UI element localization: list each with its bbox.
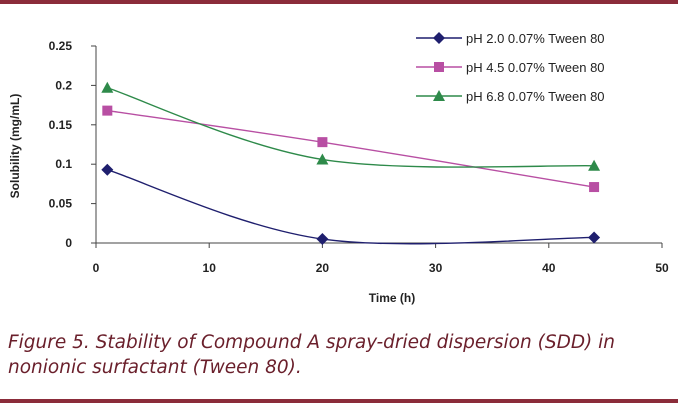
y-tick-label: 0.05: [49, 197, 73, 211]
data-point-triangle: [316, 153, 329, 165]
x-axis-title: Time (h): [369, 291, 415, 305]
legend-marker-square: [434, 62, 444, 72]
legend: pH 2.0 0.07% Tween 80 pH 4.5 0.07% Tween …: [416, 31, 605, 104]
x-tick-label: 50: [655, 261, 669, 275]
legend-label: pH 4.5 0.07% Tween 80: [466, 60, 605, 75]
data-point-diamond: [588, 231, 601, 244]
top-rule: [0, 0, 678, 4]
y-tick-labels: 0 0.05 0.1 0.15 0.2 0.25: [49, 39, 73, 250]
y-tick-label: 0.1: [55, 157, 72, 171]
series-line-diamond: [107, 169, 595, 245]
y-tick-label: 0: [65, 236, 72, 250]
data-point-triangle: [101, 81, 114, 93]
series-lines: [107, 87, 595, 245]
x-tick-label: 30: [429, 261, 443, 275]
data-point-triangle: [588, 159, 601, 171]
solubility-chart: 0 0.05 0.1 0.15 0.2 0.25 0 10 20 30 40 50 Time (h)…: [8, 31, 669, 305]
data-point-square: [102, 105, 113, 116]
legend-label: pH 2.0 0.07% Tween 80: [466, 31, 605, 46]
data-point-diamond: [316, 233, 329, 246]
x-tick-labels: 0 10 20 30 40 50: [93, 261, 669, 275]
axes: [91, 45, 663, 248]
y-axis-title: Solubility (mg/mL): [8, 94, 22, 199]
y-tick-label: 0.2: [55, 78, 72, 92]
y-tick-label: 0.15: [49, 118, 73, 132]
legend-marker-triangle: [433, 90, 445, 101]
data-point-square: [589, 182, 600, 193]
x-tick-label: 0: [93, 261, 100, 275]
series-line-square: [107, 109, 595, 188]
bottom-rule: [0, 399, 678, 403]
data-point-square: [317, 137, 328, 148]
series-markers: [101, 81, 601, 246]
figure-caption: Figure 5. Stability of Compound A spray-…: [8, 332, 616, 378]
y-tick-label: 0.25: [49, 39, 73, 53]
legend-label: pH 6.8 0.07% Tween 80: [466, 89, 605, 104]
x-tick-label: 10: [203, 261, 217, 275]
data-point-diamond: [101, 163, 114, 176]
x-tick-label: 40: [542, 261, 556, 275]
x-tick-label: 20: [316, 261, 330, 275]
legend-marker-diamond: [433, 32, 445, 44]
